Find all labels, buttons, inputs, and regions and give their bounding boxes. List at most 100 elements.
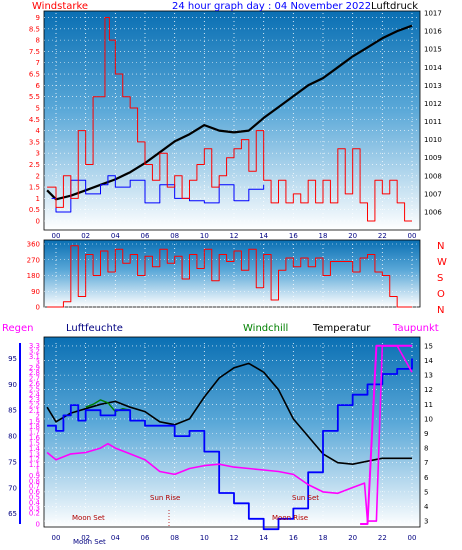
wind-tick-label: 9 — [36, 14, 40, 22]
rain-tick-label: 0.8 — [29, 477, 40, 485]
rain-tick-label: 1.7 — [29, 429, 40, 437]
wind-tick-label: 3.5 — [29, 138, 40, 146]
annotation-sun-rise: Sun Rise — [150, 494, 180, 502]
rain-tick-label: 1.2 — [29, 456, 40, 464]
temperature-tick-label: 13 — [424, 372, 433, 380]
p1-left-label: Windstarke — [32, 1, 88, 12]
wind-tick-label: 5.5 — [29, 93, 40, 101]
x-tick-label: 16 — [289, 534, 298, 542]
temperature-line — [46, 362, 412, 466]
wind-tick-label: 4 — [36, 127, 41, 135]
temperature-tick-label: 10 — [424, 415, 433, 423]
wind-tick-label: 0 — [36, 218, 40, 226]
pressure-tick-label: 1011 — [424, 118, 442, 126]
x-tick-label: 20 — [348, 232, 357, 240]
compass-label: N — [437, 241, 444, 252]
annotation-moon-set-2: Moon Set — [73, 538, 106, 546]
rain-tick-label: 2.4 — [29, 391, 41, 399]
pressure-tick-label: 1006 — [424, 208, 442, 216]
rain-tick-label: 0.5 — [29, 493, 40, 501]
wind-tick-label: 6 — [36, 82, 41, 90]
rain-tick-label: 1.5 — [29, 439, 40, 447]
x-tick-label: 14 — [259, 232, 268, 240]
x-tick-label: 16 — [289, 232, 298, 240]
compass-label: W — [437, 257, 447, 268]
x-tick-label: 00 — [408, 232, 417, 240]
wind-tick-label: 0.5 — [29, 206, 40, 214]
rain-tick-label: 1.6 — [29, 434, 41, 442]
temperature-tick-label: 14 — [424, 357, 433, 365]
x-tick-label: 14 — [259, 534, 268, 542]
rain-tick-label: 3 — [36, 358, 40, 366]
x-tick-label: 10 — [200, 232, 209, 240]
wind-tick-label: 8.5 — [29, 25, 40, 33]
temperature-tick-label: 12 — [424, 386, 433, 394]
direction-tick-label: 0 — [36, 304, 40, 312]
windchill-line — [85, 399, 131, 413]
wind-tick-label: 1 — [36, 195, 40, 203]
rain-tick-label: 2 — [36, 412, 40, 420]
rain-tick-label: 2.9 — [29, 364, 40, 372]
humidity-tick-label: 70 — [8, 484, 17, 492]
temperature-tick-label: 7 — [424, 459, 428, 467]
direction-line — [47, 245, 412, 308]
rain-tick-label: 1 — [36, 466, 40, 474]
annotation-moon-rise: Moon Rise — [272, 514, 308, 522]
rain-tick-label: 2.3 — [29, 396, 40, 404]
rain-tick-label: 2.8 — [29, 369, 40, 377]
rain-tick-label: 0.4 — [29, 499, 41, 507]
pressure-line — [46, 24, 413, 201]
legend-temperatur: Temperatur — [312, 323, 371, 334]
pressure-tick-label: 1010 — [424, 136, 442, 144]
rain-tick-label: 0.7 — [29, 483, 40, 491]
legend-regen: Regen — [2, 323, 34, 334]
legend-windchill: Windchill — [243, 323, 288, 334]
temperature-tick-label: 6 — [424, 474, 429, 482]
rain-line — [360, 344, 412, 525]
p1-right-label: Luftdruck — [371, 1, 418, 12]
x-tick-label: 00 — [52, 534, 61, 542]
direction-tick-label: 270 — [27, 256, 40, 264]
rain-tick-label: 0.9 — [29, 472, 40, 480]
x-tick-label: 06 — [141, 534, 150, 542]
rain-tick-label: 0.3 — [29, 504, 40, 512]
rain-tick-label: 3.1 — [29, 353, 40, 361]
pressure-tick-label: 1016 — [424, 28, 442, 36]
x-tick-label: 20 — [348, 534, 357, 542]
dewpoint-line — [46, 345, 413, 522]
x-tick-label: 12 — [230, 232, 239, 240]
rain-tick-label: 2.7 — [29, 375, 40, 383]
rain-tick-label: 2.6 — [29, 380, 41, 388]
pressure-tick-label: 1012 — [424, 100, 442, 108]
panel1-plot — [43, 10, 421, 231]
wind-tick-label: 3 — [36, 150, 40, 158]
temperature-tick-label: 8 — [424, 445, 428, 453]
pressure-tick-label: 1014 — [424, 64, 442, 72]
temperature-tick-label: 5 — [424, 488, 428, 496]
temperature-tick-label: 11 — [424, 401, 433, 409]
x-tick-label: 00 — [408, 534, 417, 542]
x-tick-label: 04 — [111, 534, 120, 542]
rain-tick-label: 1.4 — [29, 445, 41, 453]
wind-red-line — [47, 17, 412, 222]
pressure-tick-label: 1017 — [424, 10, 442, 18]
rain-tick-label: 3.3 — [29, 342, 40, 350]
direction-tick-label: 180 — [27, 272, 40, 280]
rain-tick-label: 0 — [36, 521, 40, 529]
rain-tick-label: 2.5 — [29, 385, 40, 393]
x-tick-label: 12 — [230, 534, 239, 542]
direction-tick-label: 90 — [31, 288, 40, 296]
rain-tick-label: 1.1 — [29, 461, 40, 469]
temperature-tick-label: 9 — [424, 430, 428, 438]
wind-tick-label: 1.5 — [29, 184, 40, 192]
rain-tick-label: 2.1 — [29, 407, 40, 415]
x-tick-label: 22 — [378, 232, 387, 240]
wind-tick-label: 7 — [36, 59, 40, 67]
x-tick-label: 06 — [141, 232, 150, 240]
rain-tick-label: 2.2 — [29, 402, 40, 410]
wind-tick-label: 2 — [36, 172, 40, 180]
wind-blue-line — [51, 175, 265, 213]
temperature-tick-label: 4 — [424, 503, 429, 511]
humidity-tick-label: 75 — [8, 458, 17, 466]
